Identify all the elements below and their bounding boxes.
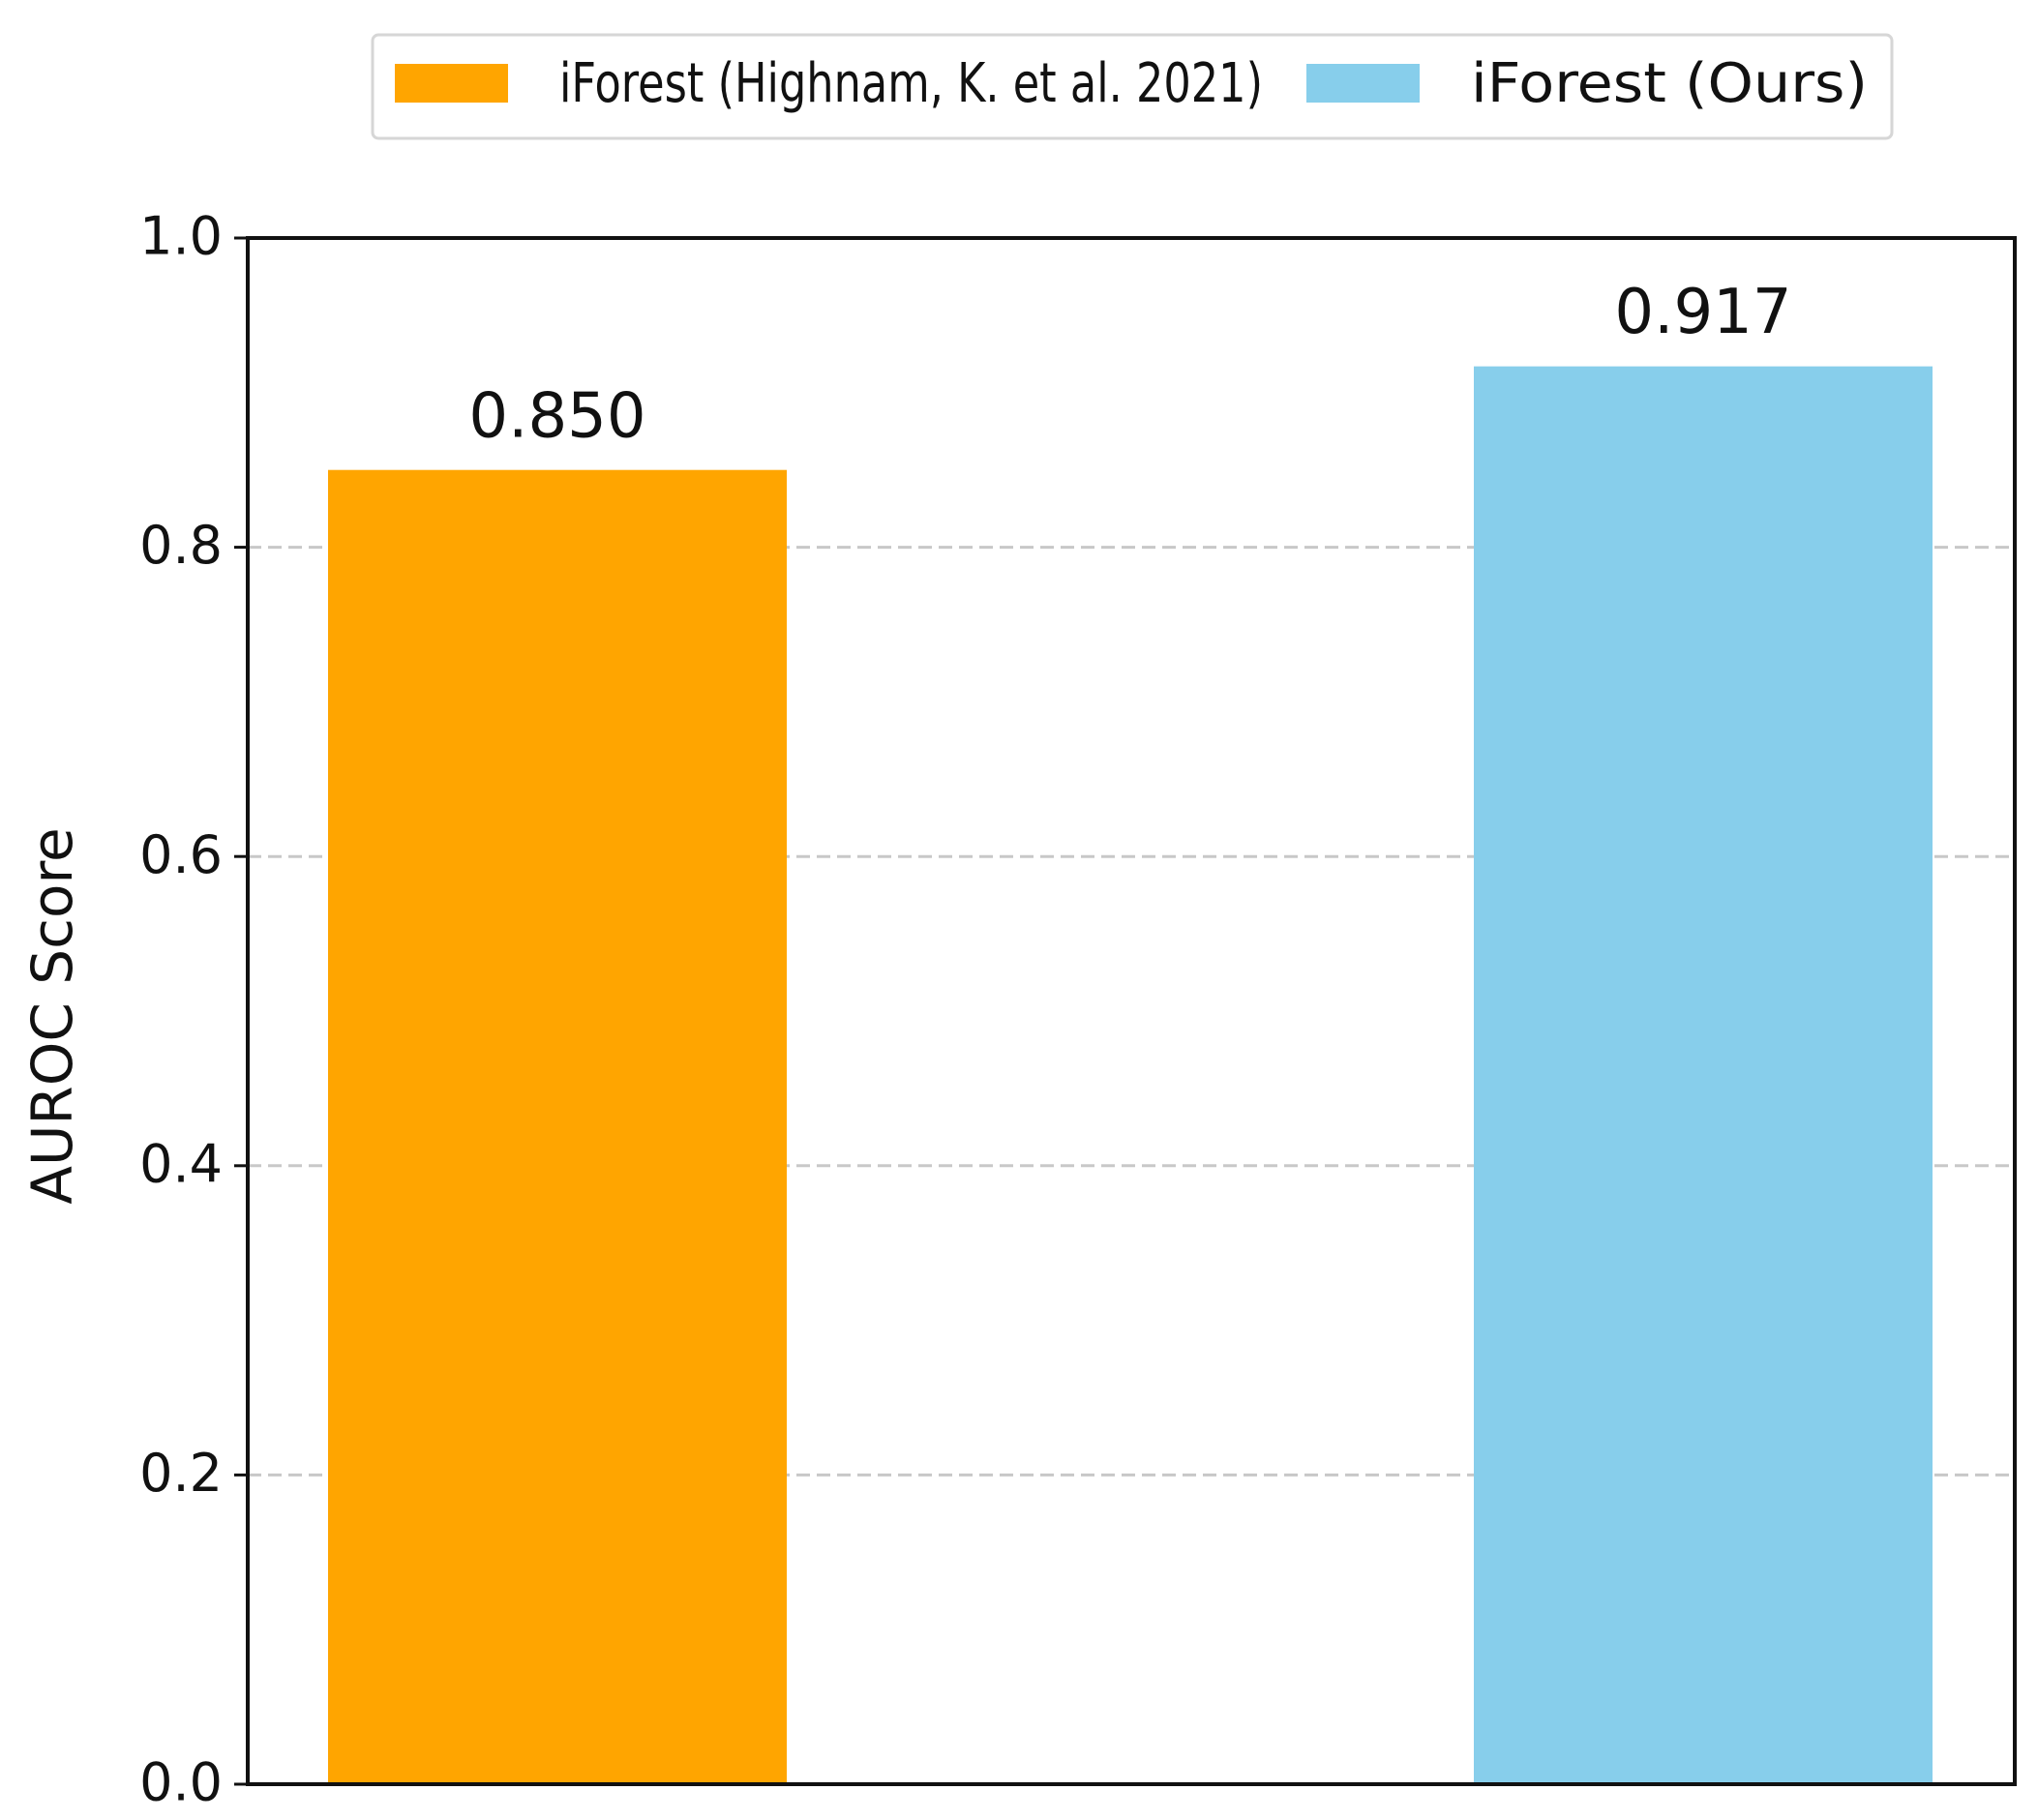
y-tick-label: 0.6 xyxy=(139,824,223,885)
value-label: 0.917 xyxy=(1614,277,1791,348)
y-tick-label: 0.8 xyxy=(139,515,223,576)
legend-label: iForest (Highnam, K. et al. 2021) xyxy=(559,52,1263,115)
y-tick-label: 0.4 xyxy=(139,1133,223,1194)
legend-swatch xyxy=(1306,64,1420,103)
legend-box xyxy=(371,33,1894,140)
y-axis-label: AUROC Score xyxy=(19,827,85,1204)
bar xyxy=(328,469,787,1785)
plot-frame xyxy=(246,236,2017,1786)
value-label: 0.850 xyxy=(468,380,645,452)
y-tick-label: 1.0 xyxy=(139,206,223,267)
bar xyxy=(1474,366,1933,1784)
legend-swatch xyxy=(395,64,508,103)
y-tick-label: 0.2 xyxy=(139,1443,223,1504)
y-tick-label: 0.0 xyxy=(139,1752,223,1813)
legend-label: iForest (Ours) xyxy=(1471,52,1868,115)
